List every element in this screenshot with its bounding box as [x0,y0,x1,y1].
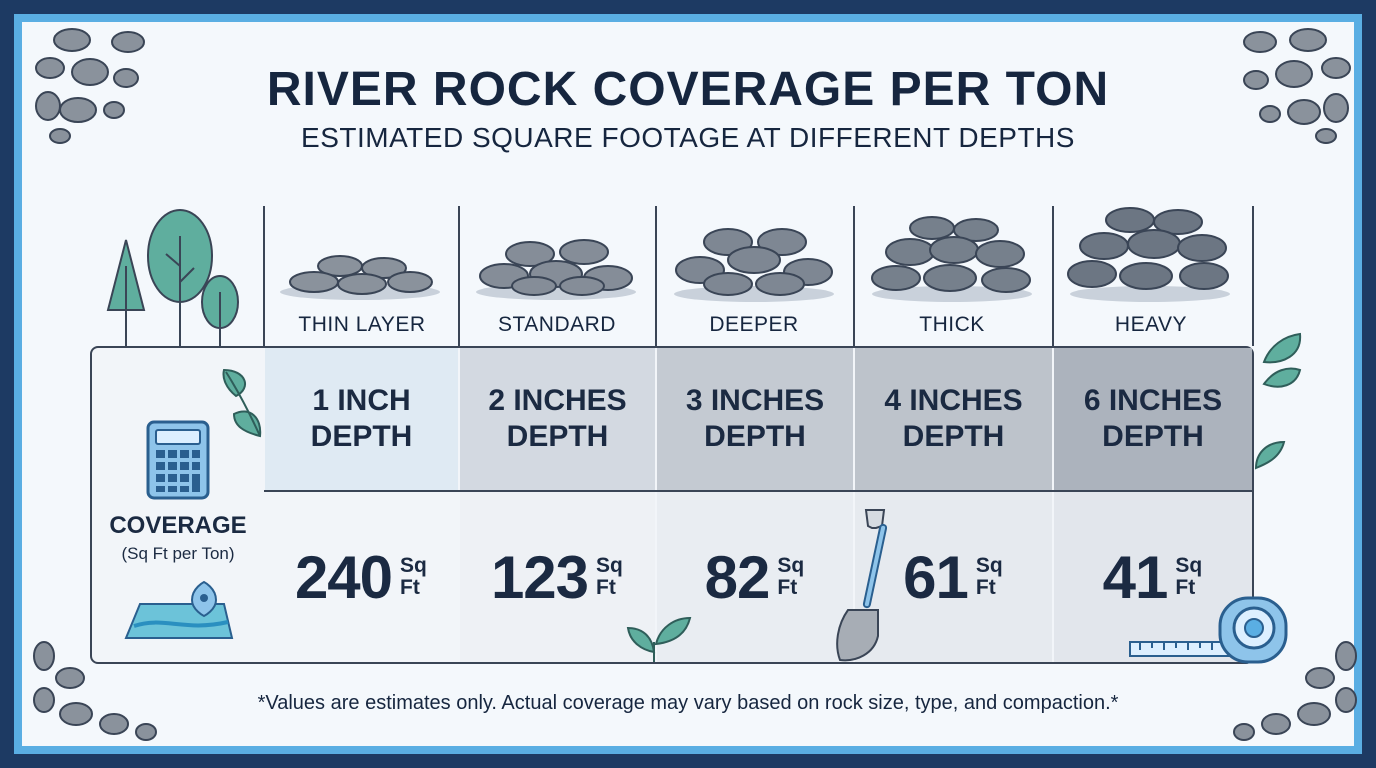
coverage-unit: Sq Ft [1175,554,1203,599]
coverage-unit: Sq Ft [777,554,805,599]
coverage-value: 123 [490,543,589,611]
column-header: HEAVY [1114,313,1188,336]
leaf-icon [1254,332,1302,470]
coverage-cell: 61 Sq Ft [855,492,1052,662]
calculator-icon [146,420,210,500]
coverage-unit: Sq Ft [400,554,427,599]
row-label-title: COVERAGE [109,512,247,539]
column-divider [1252,206,1254,346]
page-title: RIVER ROCK COVERAGE PER TON [266,63,1110,116]
coverage-value: 82 [704,543,771,611]
sprout-icon [626,616,692,662]
depth-cell: 6 INCHES DEPTH [1054,348,1252,490]
tree-icon [106,209,239,346]
coverage-value: 240 [294,543,393,611]
depth-cell: 1 INCH DEPTH [265,348,458,490]
row-label-subtitle: (Sq Ft per Ton) [121,544,235,563]
rock-pile-heavy-icon [1067,207,1230,302]
rock-pile-thick-icon [871,216,1032,302]
coverage-cell: 41 Sq Ft [1054,492,1252,662]
leaf-icon [222,368,262,438]
depth-cell: 4 INCHES DEPTH [855,348,1052,490]
coverage-cell: 123 Sq Ft [460,492,655,662]
column-header: THIN LAYER [298,313,426,336]
coverage-value: 41 [1102,543,1169,611]
tape-measure-icon [1129,596,1288,664]
pebble-icon [1243,28,1351,144]
coverage-unit: Sq Ft [975,554,1003,599]
pebble-icon [35,28,145,144]
page-subtitle: ESTIMATED SQUARE FOOTAGE AT DIFFERENT DE… [301,122,1075,153]
pebble-icon [33,641,157,741]
map-icon [124,580,234,639]
column-header: DEEPER [709,313,799,336]
coverage-cell: 82 Sq Ft [657,492,853,662]
rock-pile-deeper-icon [674,228,834,302]
row-divider [264,490,1254,492]
coverage-cell: 240 Sq Ft [265,492,458,662]
depth-cell: 3 INCHES DEPTH [657,348,853,490]
shovel-icon [836,509,888,662]
column-header: THICK [919,313,985,336]
pebble-icon [1233,641,1357,741]
coverage-unit: Sq Ft [596,554,623,599]
depth-cell: 2 INCHES DEPTH [460,348,655,490]
rock-pile-standard-icon [476,239,636,300]
footnote: *Values are estimates only. Actual cover… [257,692,1119,714]
coverage-value: 61 [903,543,969,611]
column-header: STANDARD [498,313,616,336]
rock-pile-thin-icon [280,255,440,300]
row-label: COVERAGE (Sq Ft per Ton) [92,512,264,564]
